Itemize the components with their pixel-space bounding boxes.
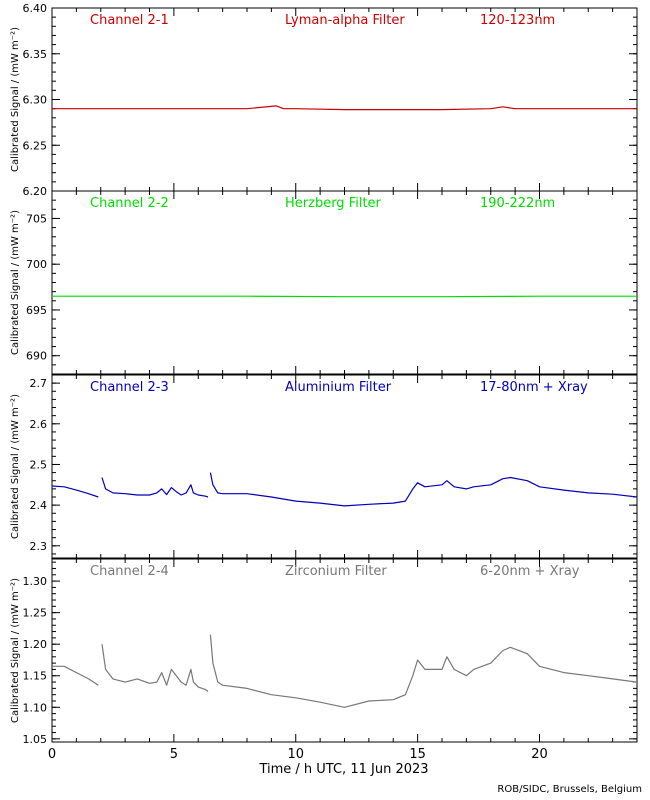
y-axis-label-3: Calibrated Signal / (mW m⁻²) [10, 394, 21, 539]
y-tick-label-3: 2.4 [30, 499, 48, 512]
y-axis-label-4: Calibrated Signal / (mW m⁻²) [10, 578, 21, 723]
x-tick-label: 15 [409, 747, 426, 762]
panel-frame-2 [51, 190, 638, 375]
y-tick-label-2: 690 [26, 350, 47, 363]
series-line-3-3 [209, 472, 638, 507]
channel-label-4: Channel 2-4 [90, 564, 169, 579]
series-line-2-1 [52, 295, 637, 298]
band-label-2: 190-222nm [480, 196, 555, 211]
series-line-1-1 [52, 105, 637, 111]
y-tick-label-1: 6.40 [23, 2, 48, 15]
credit-label: ROB/SIDC, Brussels, Belgium [497, 784, 642, 795]
y-tick-label-3: 2.3 [30, 540, 48, 553]
y-tick-label-2: 705 [26, 212, 47, 225]
y-tick-label-2: 695 [26, 304, 47, 317]
x-tick-label: 5 [170, 747, 178, 762]
y-tick-label-1: 6.30 [23, 94, 48, 107]
channel-label-3: Channel 2-3 [90, 380, 169, 395]
panel-frame-1 [51, 7, 638, 192]
y-tick-label-4: 1.30 [23, 575, 48, 588]
filter-label-4: Zirconium Filter [285, 564, 387, 579]
x-axis-label: Time / h UTC, 11 Jun 2023 [258, 762, 428, 777]
filter-label-2: Herzberg Filter [285, 196, 382, 211]
filter-label-1: Lyman-alpha Filter [285, 13, 405, 28]
series-line-3-2 [101, 477, 209, 498]
y-axis-label-2: Calibrated Signal / (mW m⁻²) [10, 210, 21, 355]
series-line-4-3 [209, 634, 638, 708]
y-axis-label-1: Calibrated Signal / (mW m⁻²) [10, 27, 21, 172]
y-tick-label-3: 2.7 [30, 377, 48, 390]
series-line-4-2 [101, 644, 209, 692]
band-label-1: 120-123nm [480, 13, 555, 28]
channel-label-2: Channel 2-2 [90, 196, 169, 211]
y-tick-label-3: 2.5 [30, 458, 48, 471]
y-tick-label-4: 1.15 [23, 670, 48, 683]
band-label-3: 17-80nm + Xray [480, 380, 588, 395]
y-tick-label-1: 6.25 [23, 139, 48, 152]
series-line-4-1 [52, 665, 99, 686]
filter-label-3: Aluminium Filter [285, 380, 392, 395]
x-tick-label: 10 [287, 747, 304, 762]
y-tick-label-4: 1.20 [23, 638, 48, 651]
y-tick-label-1: 6.35 [23, 48, 48, 61]
y-tick-label-1: 6.20 [23, 185, 48, 198]
y-tick-label-3: 2.6 [30, 418, 48, 431]
x-tick-label: 20 [531, 747, 548, 762]
y-tick-label-4: 1.10 [23, 701, 48, 714]
y-tick-label-4: 1.05 [23, 733, 48, 746]
y-tick-label-4: 1.25 [23, 607, 48, 620]
band-label-4: 6-20nm + Xray [480, 564, 580, 579]
panel-frame-3 [51, 374, 638, 559]
panel-frame-4 [51, 558, 638, 743]
y-tick-label-2: 700 [26, 258, 47, 271]
series-line-3-1 [51, 485, 99, 498]
x-tick-label: 0 [48, 747, 56, 762]
channel-label-1: Channel 2-1 [90, 13, 169, 28]
